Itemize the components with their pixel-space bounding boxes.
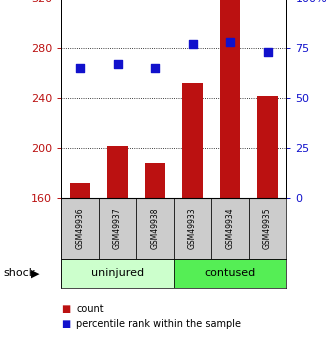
Bar	[249, 198, 286, 259]
Bar	[182, 83, 203, 198]
Bar	[107, 146, 128, 198]
Bar	[220, 0, 240, 198]
Text: GSM49934: GSM49934	[225, 208, 235, 249]
Text: GSM49935: GSM49935	[263, 208, 272, 249]
Point	[152, 66, 158, 71]
Text: GSM49938: GSM49938	[151, 208, 160, 249]
Point	[265, 50, 270, 55]
Point	[190, 41, 195, 47]
Text: ■: ■	[61, 319, 71, 329]
Point	[115, 61, 120, 67]
Bar	[70, 184, 90, 198]
Point	[227, 40, 233, 45]
Point	[77, 66, 83, 71]
Bar	[174, 259, 286, 288]
Text: GSM49936: GSM49936	[75, 208, 84, 249]
Text: ■: ■	[61, 304, 71, 314]
Bar	[61, 198, 99, 259]
Text: shock: shock	[3, 268, 35, 278]
Bar	[174, 198, 211, 259]
Text: count: count	[76, 304, 104, 314]
Text: GSM49937: GSM49937	[113, 208, 122, 249]
Text: percentile rank within the sample: percentile rank within the sample	[76, 319, 241, 329]
Bar	[99, 198, 136, 259]
Bar	[211, 198, 249, 259]
Text: ▶: ▶	[30, 268, 39, 278]
Bar	[61, 259, 174, 288]
Text: contused: contused	[205, 268, 256, 278]
Bar	[145, 164, 166, 198]
Bar	[136, 198, 174, 259]
Text: GSM49933: GSM49933	[188, 208, 197, 249]
Text: uninjured: uninjured	[91, 268, 144, 278]
Bar	[257, 96, 278, 198]
